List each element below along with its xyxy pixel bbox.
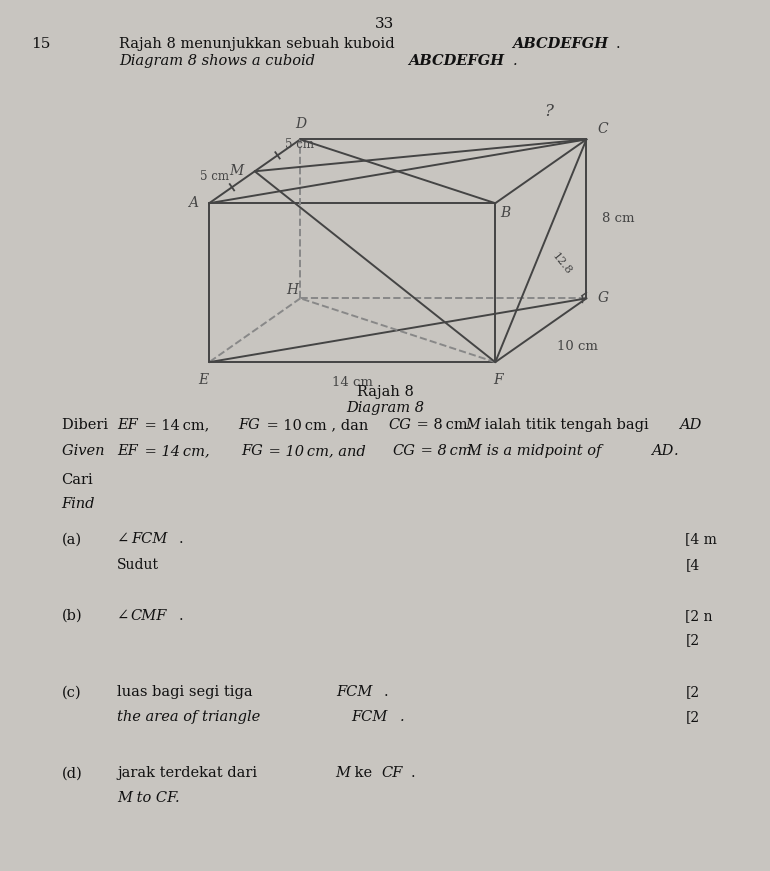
Text: [4 m: [4 m xyxy=(685,532,717,546)
Text: CG: CG xyxy=(393,444,416,458)
Text: (a): (a) xyxy=(62,532,82,546)
Text: ke: ke xyxy=(350,766,377,780)
Text: 33: 33 xyxy=(376,17,394,31)
Text: Cari: Cari xyxy=(62,473,93,487)
Text: 5 cm: 5 cm xyxy=(199,171,229,184)
Text: FG: FG xyxy=(241,444,263,458)
Text: 15: 15 xyxy=(31,37,50,51)
Text: .: . xyxy=(400,710,404,724)
Text: ABCDEFGH: ABCDEFGH xyxy=(512,37,608,51)
Text: ABCDEFGH: ABCDEFGH xyxy=(408,54,504,68)
Text: 10 cm: 10 cm xyxy=(557,340,598,353)
Text: M: M xyxy=(335,766,350,780)
Text: .: . xyxy=(616,37,621,51)
Text: Rajah 8 menunjukkan sebuah kuboid: Rajah 8 menunjukkan sebuah kuboid xyxy=(119,37,400,51)
Text: (c): (c) xyxy=(62,685,81,699)
Text: AD: AD xyxy=(651,444,673,458)
Text: .: . xyxy=(179,609,183,623)
Text: FCM: FCM xyxy=(351,710,387,724)
Text: C: C xyxy=(598,122,608,136)
Text: FG: FG xyxy=(239,418,260,432)
Text: CG: CG xyxy=(389,418,412,432)
Text: .: . xyxy=(383,685,388,699)
Text: [2: [2 xyxy=(685,685,699,699)
Text: G: G xyxy=(598,291,608,306)
Text: 5 cm: 5 cm xyxy=(284,138,313,151)
Text: = 10 cm , dan: = 10 cm , dan xyxy=(262,418,373,432)
Text: Rajah 8: Rajah 8 xyxy=(357,385,413,399)
Text: the area of triangle: the area of triangle xyxy=(117,710,265,724)
Text: Find: Find xyxy=(62,497,95,511)
Text: FCM: FCM xyxy=(131,532,167,546)
Text: = 8 cm.: = 8 cm. xyxy=(416,444,480,458)
Text: M: M xyxy=(467,444,481,458)
Text: EF: EF xyxy=(117,418,138,432)
Text: Diberi: Diberi xyxy=(62,418,112,432)
Text: Diagram 8: Diagram 8 xyxy=(346,401,424,415)
Text: ialah titik tengah bagi: ialah titik tengah bagi xyxy=(480,418,654,432)
Text: M: M xyxy=(465,418,480,432)
Text: 14 cm: 14 cm xyxy=(332,375,373,388)
Text: [2 n: [2 n xyxy=(685,609,713,623)
Text: 12.8: 12.8 xyxy=(551,251,574,276)
Text: Diagram 8 shows a cuboid: Diagram 8 shows a cuboid xyxy=(119,54,320,68)
Text: .: . xyxy=(513,54,517,68)
Text: A: A xyxy=(188,196,198,210)
Text: Given: Given xyxy=(62,444,109,458)
Text: B: B xyxy=(500,206,511,220)
Text: CF: CF xyxy=(381,766,403,780)
Text: [2: [2 xyxy=(685,633,699,647)
Text: (d): (d) xyxy=(62,766,82,780)
Text: .: . xyxy=(179,532,183,546)
Text: F: F xyxy=(494,374,504,388)
Text: = 14 cm,: = 14 cm, xyxy=(140,444,219,458)
Text: .: . xyxy=(674,444,678,458)
Text: [2: [2 xyxy=(685,710,699,724)
Text: ∠: ∠ xyxy=(117,609,129,623)
Text: .: . xyxy=(410,766,415,780)
Text: luas bagi segi tiga: luas bagi segi tiga xyxy=(117,685,257,699)
Text: = 14 cm,: = 14 cm, xyxy=(140,418,219,432)
Text: ?: ? xyxy=(544,104,553,120)
Text: M to CF.: M to CF. xyxy=(117,791,179,805)
Text: H: H xyxy=(286,283,299,297)
Text: [4: [4 xyxy=(685,558,700,572)
Text: jarak terdekat dari: jarak terdekat dari xyxy=(117,766,262,780)
Text: EF: EF xyxy=(117,444,138,458)
Text: (b): (b) xyxy=(62,609,82,623)
Text: = 8 cm.: = 8 cm. xyxy=(412,418,477,432)
Text: AD: AD xyxy=(679,418,701,432)
Text: ∠: ∠ xyxy=(117,532,129,546)
Text: Sudut: Sudut xyxy=(117,558,159,572)
Text: CMF: CMF xyxy=(131,609,167,623)
Text: FCM: FCM xyxy=(336,685,372,699)
Text: is a midpoint of: is a midpoint of xyxy=(482,444,606,458)
Text: E: E xyxy=(198,374,208,388)
Text: = 10 cm, and: = 10 cm, and xyxy=(264,444,370,458)
Text: D: D xyxy=(295,118,306,132)
Text: 8 cm: 8 cm xyxy=(602,213,634,226)
Text: M: M xyxy=(229,165,243,179)
